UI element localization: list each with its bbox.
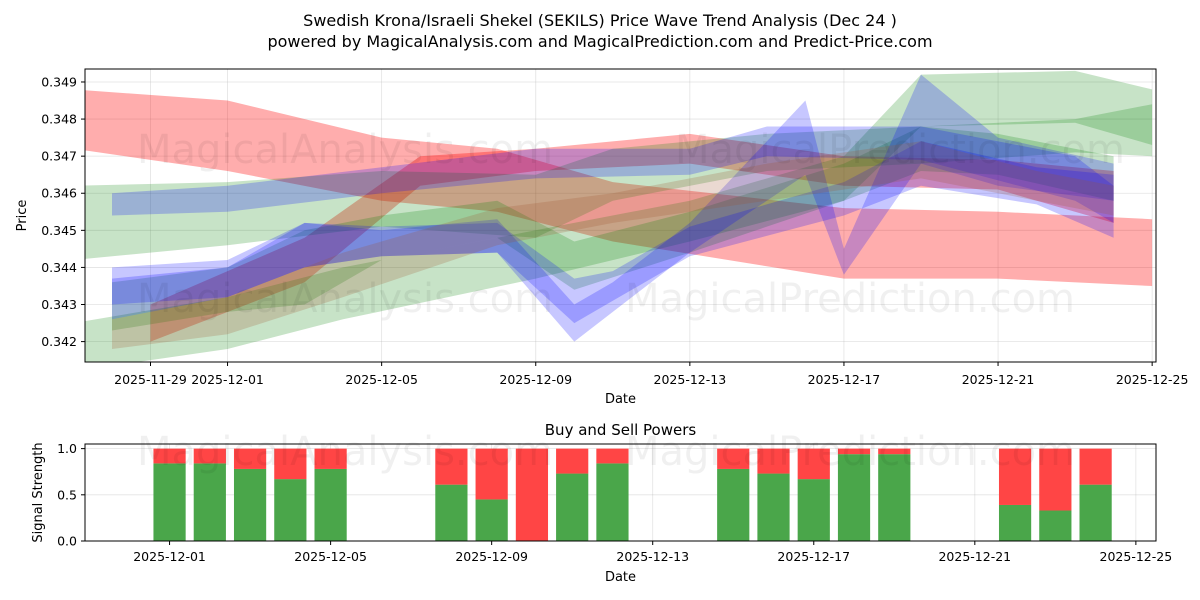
buy-bar — [556, 473, 589, 541]
y-tick-label: 0.346 — [41, 186, 77, 201]
sell-bar — [233, 448, 267, 469]
plot-frame — [84, 443, 1157, 542]
buy-sell-power-chart: Buy and Sell Powers 2025-12-01 2025-12-05 2… — [31, 421, 1172, 585]
buy-bar — [314, 468, 347, 541]
x-tick-label: 2025-12-01 — [133, 549, 206, 564]
buy-bar — [193, 463, 226, 541]
x-tick-label: 2025-12-05 — [294, 549, 367, 564]
wave-band-green-4 — [112, 126, 1114, 331]
watermark-text: MagicalAnalysis.com — [137, 276, 553, 322]
y-tick-label: 0.349 — [41, 74, 77, 89]
buy-bar — [837, 454, 871, 541]
y-tick-label: 0.345 — [41, 223, 77, 238]
buy-bar — [757, 473, 790, 541]
watermark-text: MagicalAnalysis.com — [137, 429, 553, 475]
sell-bar — [314, 448, 347, 469]
sell-bar — [435, 448, 468, 485]
watermark-text: MagicalPrediction.com — [675, 127, 1125, 173]
x-tick-label: 2025-12-01 — [191, 372, 264, 387]
y-tick-label: 0.348 — [41, 112, 77, 127]
wave-band-red-1 — [150, 133, 1114, 342]
wave-band-red-0 — [85, 90, 1153, 286]
x-axis-label: Date — [605, 392, 636, 407]
sell-bar — [717, 448, 750, 469]
buy-bar — [274, 479, 307, 541]
x-axis-label: Date — [605, 570, 636, 585]
x-tick-label: 2025-12-17 — [808, 372, 881, 387]
y-tick-label: 0.5 — [57, 487, 77, 502]
sell-bar — [998, 448, 1032, 505]
x-tick-label: 2025-12-09 — [455, 549, 528, 564]
plot-frame — [84, 68, 1157, 363]
sell-bar — [757, 448, 790, 474]
y-axis-label: Signal Strength — [31, 442, 46, 542]
sell-bar — [1079, 448, 1112, 485]
wave-band-blue-5 — [112, 126, 1114, 223]
wave-band-blue-7 — [112, 74, 1114, 342]
buy-bar — [596, 463, 629, 541]
sell-bar — [274, 448, 307, 480]
sell-bar — [1039, 448, 1072, 511]
x-tick-label: 2025-12-21 — [962, 372, 1035, 387]
sell-bar — [153, 448, 186, 464]
bottom-chart-title: Buy and Sell Powers — [545, 421, 697, 439]
sell-bar — [193, 448, 226, 464]
y-tick-label: 0.347 — [41, 149, 77, 164]
x-tick-label: 2025-12-05 — [345, 372, 418, 387]
x-tick-label: 2025-12-25 — [1116, 372, 1189, 387]
buy-bar — [878, 454, 911, 541]
x-tick-label: 2025-12-21 — [938, 549, 1011, 564]
watermark-text: MagicalPrediction.com — [625, 429, 1075, 475]
x-tick-label: 2025-12-13 — [616, 549, 689, 564]
sell-bar — [797, 448, 830, 480]
buy-bar — [717, 468, 750, 541]
sell-bar — [515, 448, 549, 541]
buy-bar — [998, 504, 1032, 541]
buy-bar — [153, 463, 186, 541]
sell-bar — [837, 448, 871, 455]
x-tick-label: 2025-12-17 — [777, 549, 850, 564]
wave-band-blue-6 — [112, 141, 1114, 324]
chart-title: Swedish Krona/Israeli Shekel (SEKILS) Pr… — [303, 11, 897, 30]
chart-subtitle: powered by MagicalAnalysis.com and Magic… — [267, 32, 932, 51]
y-axis-label: Price — [15, 200, 30, 232]
sell-bar — [556, 448, 589, 474]
x-tick-label: 2025-12-09 — [499, 372, 572, 387]
y-tick-label: 0.344 — [41, 260, 77, 275]
sell-bar — [475, 448, 508, 500]
y-tick-label: 0.343 — [41, 297, 77, 312]
sell-bar — [596, 448, 629, 464]
wave-band-green-3 — [85, 104, 1153, 259]
wave-band-orange-8 — [112, 141, 1114, 349]
wave-bands — [85, 70, 1153, 362]
x-tick-label: 2025-12-25 — [1100, 549, 1173, 564]
buy-bar — [475, 499, 508, 541]
y-tick-label: 0.342 — [41, 334, 77, 349]
buy-bar — [233, 468, 267, 541]
buy-bar — [435, 484, 468, 541]
sell-bar — [878, 448, 911, 455]
y-tick-label: 1.0 — [57, 441, 77, 456]
x-tick-label: 2025-11-29 — [114, 372, 187, 387]
y-tick-label: 0.0 — [57, 534, 77, 549]
buy-bar — [1039, 510, 1072, 541]
watermark-text: MagicalAnalysis.com — [137, 127, 553, 173]
price-wave-chart: 2025-11-29 2025-12-01 2025-12-05 2025-12-09… — [15, 68, 1189, 407]
watermark-text: MagicalPrediction.com — [625, 276, 1075, 322]
buy-bar — [1079, 484, 1112, 541]
x-tick-label: 2025-12-13 — [654, 372, 727, 387]
buy-bar — [797, 479, 830, 541]
wave-band-green-2 — [85, 70, 1153, 362]
